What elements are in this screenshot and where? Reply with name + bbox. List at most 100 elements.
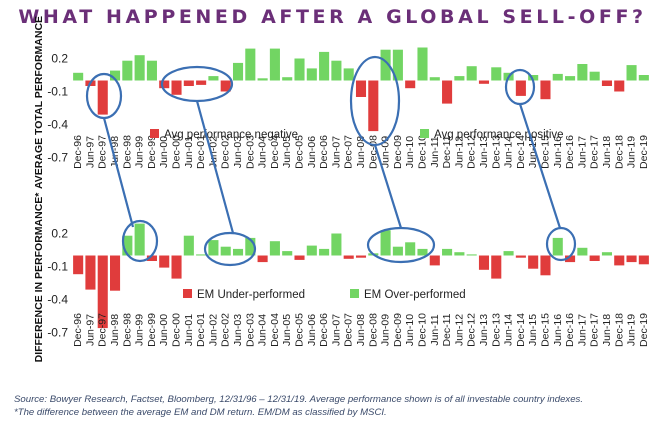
x-tick-label: Jun-07 bbox=[330, 314, 342, 346]
bar-jun-97 bbox=[85, 255, 96, 290]
x-tick-label: Jun-98 bbox=[109, 314, 121, 346]
bar-dec-14 bbox=[515, 255, 526, 258]
x-tick-label: Dec-16 bbox=[564, 313, 576, 347]
bar-jun-09 bbox=[380, 49, 391, 81]
bar-jun-07 bbox=[331, 233, 342, 256]
x-tick-label: Jun-97 bbox=[84, 314, 96, 346]
bar-dec-07 bbox=[343, 68, 354, 81]
x-tick-label: Jun-17 bbox=[576, 136, 588, 168]
x-tick-label: Dec-14 bbox=[515, 313, 527, 347]
bar-dec-99 bbox=[146, 60, 157, 81]
bar-dec-16 bbox=[565, 76, 576, 81]
x-tick-label: Dec-99 bbox=[146, 135, 158, 169]
y-tick-label: 0.2 bbox=[51, 227, 68, 241]
bar-dec-03 bbox=[245, 237, 256, 256]
highlight-ellipse bbox=[121, 219, 159, 263]
y-tick-label: -0.4 bbox=[47, 118, 68, 132]
bar-dec-04 bbox=[269, 241, 280, 256]
x-tick-label: Dec-19 bbox=[638, 313, 650, 347]
bar-jun-11 bbox=[429, 255, 440, 266]
bar-jun-16 bbox=[552, 237, 563, 256]
x-tick-label: Dec-97 bbox=[97, 135, 109, 169]
bar-dec-11 bbox=[442, 248, 453, 256]
bar-dec-98 bbox=[122, 60, 133, 81]
bar-jun-07 bbox=[331, 60, 342, 81]
legend-swatch bbox=[350, 289, 359, 298]
bar-jun-99 bbox=[134, 223, 145, 256]
bar-dec-18 bbox=[614, 80, 625, 92]
x-tick-label: Jun-05 bbox=[281, 314, 293, 346]
x-tick-label: Jun-02 bbox=[207, 136, 219, 168]
bar-dec-12 bbox=[466, 254, 477, 256]
bar-jun-99 bbox=[134, 55, 145, 81]
bar-dec-05 bbox=[294, 58, 305, 81]
bar-jun-01 bbox=[183, 80, 194, 86]
x-tick-label: Jun-99 bbox=[134, 314, 146, 346]
x-tick-label: Jun-05 bbox=[281, 136, 293, 168]
highlight-connector bbox=[195, 100, 235, 234]
bar-dec-09 bbox=[392, 246, 403, 256]
bar-jun-04 bbox=[257, 78, 268, 81]
x-tick-label: Dec-03 bbox=[244, 135, 256, 169]
bar-jun-08 bbox=[355, 80, 367, 97]
x-tick-label: Dec-13 bbox=[490, 313, 502, 347]
x-tick-label: Dec-12 bbox=[466, 135, 478, 169]
x-tick-label: Dec-13 bbox=[490, 135, 502, 169]
x-tick-label: Dec-06 bbox=[318, 313, 330, 347]
x-tick-label: Jun-10 bbox=[404, 136, 416, 168]
x-tick-label: Jun-06 bbox=[306, 314, 318, 346]
bar-jun-15 bbox=[528, 75, 539, 81]
bar-dec-98 bbox=[122, 235, 133, 256]
bar-dec-16 bbox=[565, 255, 576, 263]
x-tick-label: Dec-01 bbox=[195, 135, 207, 169]
legend-swatch bbox=[183, 289, 192, 298]
x-tick-label: Jun-97 bbox=[84, 136, 96, 168]
x-tick-label: Dec-05 bbox=[294, 135, 306, 169]
highlight-connector bbox=[102, 117, 135, 228]
x-tick-label: Dec-18 bbox=[613, 313, 625, 347]
bar-jun-04 bbox=[257, 255, 268, 263]
bar-jun-13 bbox=[478, 80, 490, 84]
highlight-ellipse bbox=[545, 226, 577, 262]
x-tick-label: Jun-14 bbox=[503, 136, 515, 168]
x-tick-label: Dec-02 bbox=[220, 135, 232, 169]
bar-dec-07 bbox=[343, 255, 354, 259]
bar-dec-13 bbox=[491, 255, 502, 279]
bar-jun-17 bbox=[577, 64, 588, 81]
x-tick-label: Jun-01 bbox=[183, 314, 195, 346]
x-tick-label: Dec-96 bbox=[72, 135, 84, 169]
bar-jun-08 bbox=[355, 255, 367, 258]
legend-swatch bbox=[150, 129, 159, 138]
legend-label: EM Under-performed bbox=[197, 289, 305, 301]
x-tick-label: Jun-16 bbox=[552, 314, 564, 346]
legend-label: EM Over-performed bbox=[364, 289, 466, 301]
x-tick-label: Dec-16 bbox=[564, 135, 576, 169]
x-tick-label: Dec-01 bbox=[195, 313, 207, 347]
bar-jun-05 bbox=[282, 251, 293, 256]
x-tick-label: Jun-13 bbox=[478, 136, 490, 168]
x-tick-label: Dec-97 bbox=[97, 313, 109, 347]
x-tick-label: Dec-96 bbox=[72, 313, 84, 347]
x-tick-label: Dec-11 bbox=[441, 135, 453, 168]
x-tick-label: Jun-13 bbox=[478, 314, 490, 346]
x-tick-label: Dec-07 bbox=[343, 135, 355, 169]
bar-jun-06 bbox=[306, 68, 317, 81]
bar-dec-96 bbox=[73, 255, 84, 275]
x-tick-label: Dec-17 bbox=[589, 313, 601, 347]
chart-title: WHAT HAPPENED AFTER A GLOBAL SELL-OFF? bbox=[18, 6, 647, 28]
bar-jun-10 bbox=[405, 80, 416, 89]
bar-jun-19 bbox=[626, 65, 637, 81]
bar-dec-09 bbox=[392, 49, 403, 81]
x-tick-label: Jun-19 bbox=[626, 314, 638, 346]
bar-jun-18 bbox=[601, 80, 612, 86]
bar-dec-14 bbox=[515, 80, 526, 96]
x-tick-label: Dec-10 bbox=[416, 313, 428, 347]
bar-dec-17 bbox=[589, 255, 600, 261]
x-tick-label: Dec-99 bbox=[146, 313, 158, 347]
x-tick-label: Jun-00 bbox=[158, 314, 170, 346]
bar-jun-19 bbox=[626, 255, 637, 263]
x-tick-label: Dec-00 bbox=[171, 135, 183, 169]
y-tick-label: -0.7 bbox=[47, 326, 68, 340]
bar-dec-08 bbox=[368, 80, 379, 132]
x-tick-label: Jun-08 bbox=[355, 314, 367, 346]
